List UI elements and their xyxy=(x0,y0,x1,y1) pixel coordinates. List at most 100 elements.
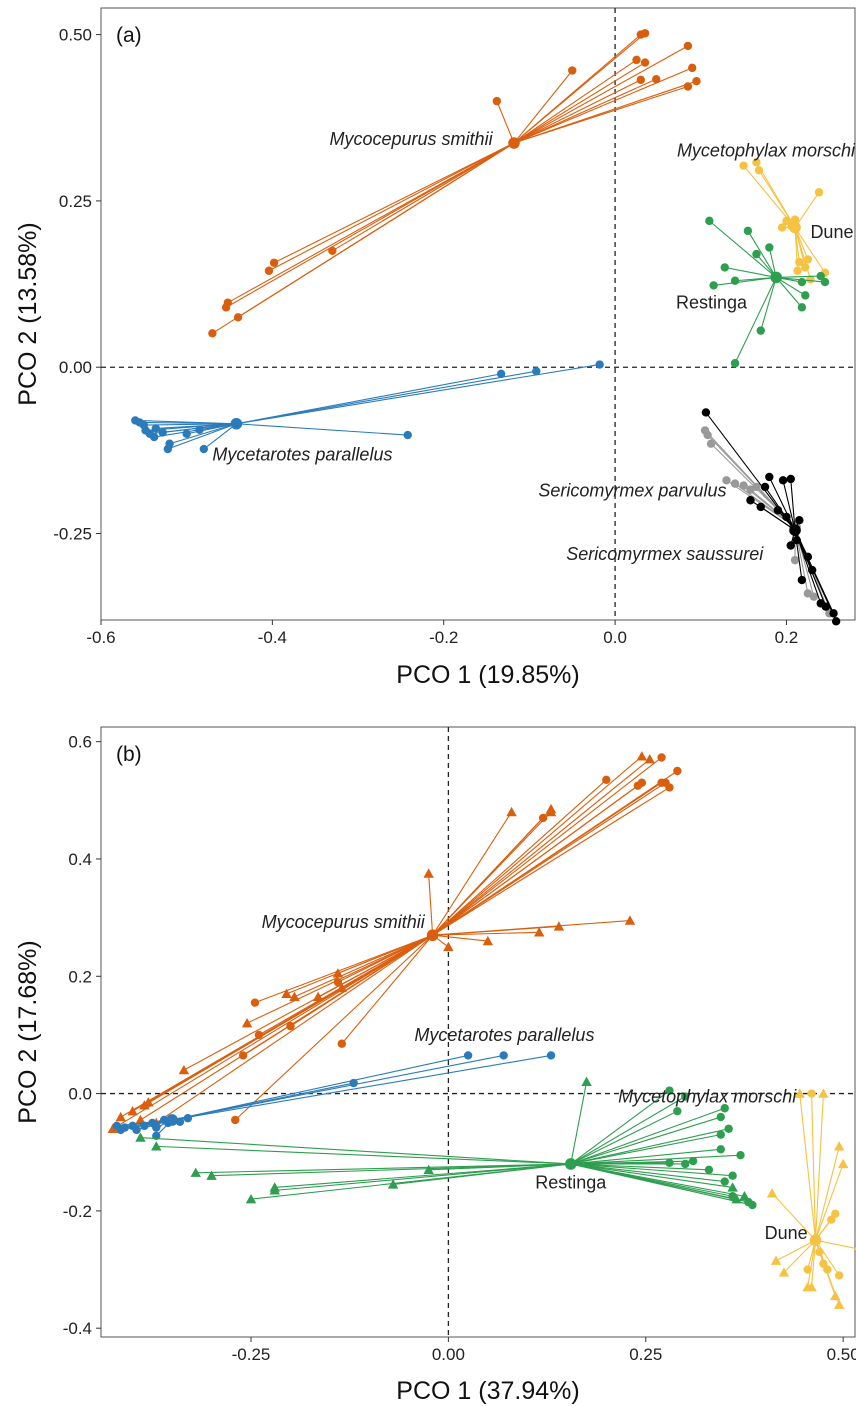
data-point xyxy=(681,1159,690,1169)
data-point-triangle xyxy=(332,968,344,978)
data-point xyxy=(595,360,604,369)
spider-line xyxy=(734,277,777,364)
data-point-triangle xyxy=(766,1188,778,1198)
data-point-triangle xyxy=(443,941,454,952)
spider-line xyxy=(236,364,600,425)
annotation-label: Mycetarotes parallelus xyxy=(212,444,392,464)
spider-line xyxy=(294,934,433,998)
data-point-triangle xyxy=(731,1193,742,1204)
spider-line xyxy=(140,1137,571,1165)
data-point xyxy=(752,482,761,492)
data-point-triangle xyxy=(423,868,434,878)
x-tick-label: 0.00 xyxy=(432,1345,465,1364)
data-point xyxy=(782,216,791,226)
data-point xyxy=(724,1124,733,1133)
data-point xyxy=(709,281,718,290)
data-point xyxy=(815,1247,824,1257)
data-point-triangle xyxy=(624,915,636,925)
spider-line xyxy=(570,1163,737,1200)
data-point xyxy=(286,1021,295,1031)
annotation-label: Mycetophylax morschi xyxy=(618,1086,797,1106)
group-mycocepurus-smithii xyxy=(107,751,682,1133)
data-point xyxy=(782,512,791,522)
spider-line xyxy=(760,506,796,531)
data-point xyxy=(807,1089,816,1098)
data-point xyxy=(803,552,813,562)
annotation-label: Mycocepurus smithii xyxy=(330,129,494,149)
panel-label: (a) xyxy=(116,24,142,47)
data-point xyxy=(765,472,774,482)
data-point xyxy=(716,1145,725,1154)
data-point xyxy=(337,1039,347,1048)
x-tick-label: 0.50 xyxy=(827,1345,856,1364)
data-point xyxy=(499,1051,508,1060)
data-point xyxy=(801,263,810,272)
data-point xyxy=(231,1115,240,1125)
data-point xyxy=(568,66,577,75)
data-point xyxy=(254,1030,264,1040)
data-point xyxy=(349,1078,358,1088)
spider-line xyxy=(341,934,434,1045)
data-point xyxy=(688,1156,698,1166)
spider-line xyxy=(782,480,796,531)
data-point-triangle xyxy=(190,1167,201,1177)
spider-line xyxy=(513,85,689,144)
y-axis-label: PCO 2 (13.58%) xyxy=(14,222,42,405)
data-point xyxy=(151,424,161,433)
data-point xyxy=(803,1265,812,1274)
x-tick-label: -0.2 xyxy=(429,628,458,647)
data-point xyxy=(532,367,541,376)
data-point xyxy=(809,592,819,601)
spider-line xyxy=(570,1163,733,1177)
spider-line xyxy=(432,817,544,936)
data-point xyxy=(816,271,825,281)
annotation-label: Mycocepurus smithii xyxy=(262,912,426,932)
data-point-triangle xyxy=(241,1018,253,1028)
annotation-label: Dune xyxy=(765,1223,808,1243)
data-point xyxy=(823,1265,832,1274)
data-point xyxy=(328,246,337,256)
data-point-triangle xyxy=(336,982,348,993)
y-tick-label: -0.25 xyxy=(53,525,92,544)
spider-line xyxy=(183,934,433,1071)
data-point xyxy=(705,216,714,226)
spider-line xyxy=(513,70,573,144)
spider-line xyxy=(234,934,433,1121)
data-point-triangle xyxy=(135,1114,146,1125)
spider-line xyxy=(393,1163,571,1186)
spider-line xyxy=(815,1163,844,1241)
data-point xyxy=(158,428,167,437)
data-point xyxy=(333,977,343,987)
data-point xyxy=(720,1104,729,1113)
spider-line xyxy=(432,925,559,936)
panel-label: (b) xyxy=(116,743,142,766)
data-point xyxy=(657,753,666,762)
data-point xyxy=(195,425,204,434)
data-point xyxy=(703,430,712,440)
spider-line xyxy=(815,1239,856,1249)
spider-line xyxy=(771,1192,816,1241)
data-point xyxy=(673,1106,682,1116)
data-point-triangle xyxy=(644,754,655,764)
data-point xyxy=(778,476,788,485)
spider-line xyxy=(432,758,651,936)
group-centroid xyxy=(426,929,439,942)
data-point xyxy=(233,313,243,322)
spider-line xyxy=(171,1054,552,1121)
data-point-triangle xyxy=(312,991,324,1001)
spider-line xyxy=(708,220,777,278)
spider-line xyxy=(513,79,642,144)
group-mycetarotes-parallelus xyxy=(112,1051,556,1141)
data-point xyxy=(403,430,412,440)
data-point xyxy=(132,1125,141,1135)
data-point xyxy=(773,506,783,515)
data-point-triangle xyxy=(107,1123,119,1133)
data-point-triangle xyxy=(423,1164,434,1174)
data-point-triangle xyxy=(553,921,565,931)
data-point xyxy=(602,775,611,784)
data-point xyxy=(736,1150,745,1160)
data-point xyxy=(728,1171,737,1180)
data-point xyxy=(632,55,641,65)
spider-line xyxy=(794,227,826,274)
